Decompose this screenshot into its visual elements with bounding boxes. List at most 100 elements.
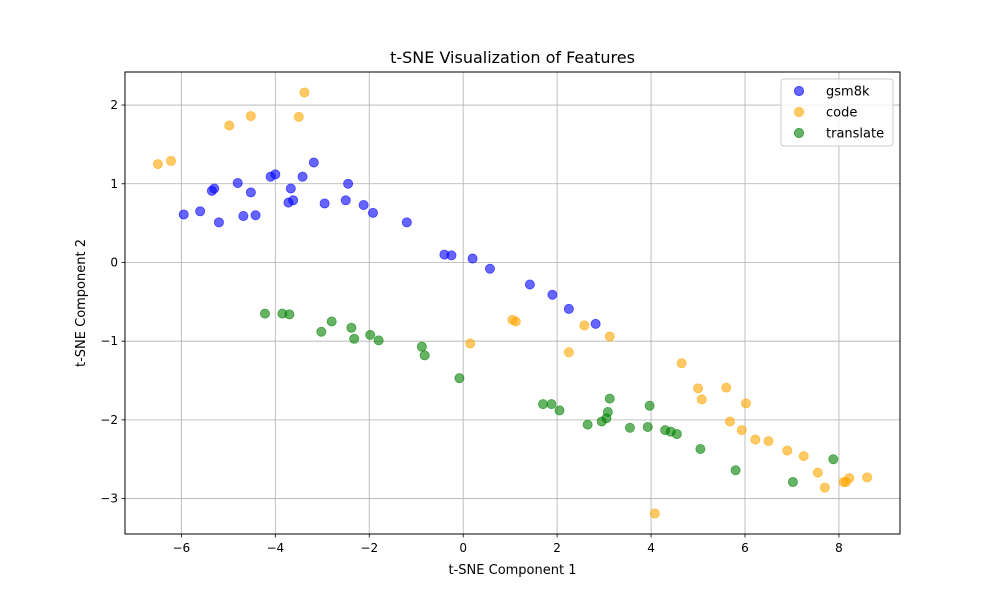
- code-point: [152, 159, 163, 170]
- code-point: [604, 331, 615, 342]
- translate-point: [642, 421, 653, 432]
- legend: gsm8k code translate: [780, 78, 894, 147]
- gsm8k-point: [238, 211, 249, 222]
- code-point: [693, 383, 704, 394]
- translate-point: [730, 465, 741, 476]
- gsm8k-point: [297, 171, 308, 182]
- gsm8k-point: [308, 157, 319, 168]
- code-point: [721, 382, 732, 393]
- code-point: [812, 467, 823, 478]
- code-point: [563, 347, 574, 358]
- code-point: [696, 394, 707, 405]
- gsm8k-point: [319, 198, 330, 209]
- gsm8k-point: [250, 210, 261, 221]
- code-point: [736, 425, 747, 436]
- legend-box: [780, 78, 894, 147]
- gsm8k-point: [484, 263, 495, 274]
- code-point: [579, 320, 590, 331]
- translate-point: [349, 333, 360, 344]
- code-point: [819, 482, 830, 493]
- code-point: [224, 120, 235, 131]
- gsm8k-point: [563, 303, 574, 314]
- legend-marker-code: [793, 106, 805, 118]
- translate-point: [454, 373, 465, 384]
- translate-point: [259, 308, 270, 319]
- translate-point: [416, 341, 427, 352]
- translate-point: [787, 477, 798, 488]
- code-point: [724, 416, 735, 427]
- translate-point: [602, 407, 613, 418]
- translate-point: [624, 422, 635, 433]
- gsm8k-point: [446, 250, 457, 261]
- translate-point: [671, 429, 682, 440]
- translate-point: [365, 329, 376, 340]
- plot-frame: [124, 71, 901, 535]
- x-tick-label: 8: [835, 541, 843, 555]
- code-point: [750, 434, 761, 445]
- code-point: [676, 358, 687, 369]
- code-point: [763, 436, 774, 447]
- gsm8k-point: [285, 183, 296, 194]
- y-axis-label: t-SNE Component 2: [74, 239, 89, 367]
- code-point: [649, 508, 660, 519]
- translate-point: [284, 309, 295, 320]
- x-tick-label: 0: [459, 541, 467, 555]
- translate-point: [644, 400, 655, 411]
- grid: [125, 72, 900, 534]
- translate-point: [538, 399, 549, 410]
- translate-point: [419, 350, 430, 361]
- code-point: [510, 316, 521, 327]
- code-point: [293, 111, 304, 122]
- translate-point: [695, 443, 706, 454]
- gsm8k-point: [524, 279, 535, 290]
- translate-point: [373, 335, 384, 346]
- y-tick-label: 1: [110, 177, 118, 191]
- x-axis-label: t-SNE Component 1: [449, 563, 577, 578]
- legend-label-code: code: [826, 106, 857, 121]
- gsm8k-point: [288, 195, 299, 206]
- translate-point: [326, 316, 337, 327]
- axis-ticks: −6 −4 −2 0 2 4 6 8 −3 −2 −1 0 1 2: [100, 98, 842, 555]
- y-tick-label: −3: [100, 492, 118, 506]
- gsm8k-point: [209, 183, 220, 194]
- translate-point: [316, 326, 327, 337]
- gsm8k-point: [213, 217, 224, 228]
- chart-title: t-SNE Visualization of Features: [390, 48, 635, 67]
- gsm8k-point: [358, 200, 369, 211]
- y-tick-label: 0: [110, 255, 118, 269]
- gsm8k-point: [547, 289, 558, 300]
- gsm8k-point: [340, 195, 351, 206]
- x-tick-label: −6: [173, 541, 191, 555]
- code-point: [844, 473, 855, 484]
- gsm8k-point: [178, 209, 189, 220]
- legend-marker-gsm8k: [793, 85, 805, 97]
- code-point: [798, 451, 809, 462]
- gsm8k-point: [232, 177, 243, 188]
- gsm8k-point: [195, 206, 206, 217]
- series-gsm8k: [178, 157, 601, 329]
- gsm8k-point: [590, 318, 601, 329]
- x-tick-label: −2: [360, 541, 378, 555]
- gsm8k-point: [270, 169, 281, 180]
- x-tick-label: −4: [266, 541, 284, 555]
- translate-point: [828, 454, 839, 465]
- translate-point: [346, 322, 357, 333]
- legend-marker-translate: [793, 127, 805, 139]
- y-tick-label: 2: [110, 98, 118, 112]
- code-point: [740, 398, 751, 409]
- legend-label-translate: translate: [826, 127, 884, 142]
- gsm8k-point: [367, 207, 378, 218]
- translate-point: [554, 405, 565, 416]
- gsm8k-point: [401, 217, 412, 228]
- y-tick-label: −2: [100, 413, 118, 427]
- series-code: [152, 87, 873, 519]
- gsm8k-point: [467, 253, 478, 264]
- code-point: [299, 87, 310, 98]
- code-point: [862, 472, 873, 483]
- code-point: [465, 338, 476, 349]
- x-tick-label: 2: [553, 541, 561, 555]
- code-point: [245, 111, 256, 122]
- translate-point: [546, 399, 557, 410]
- code-point: [166, 155, 177, 166]
